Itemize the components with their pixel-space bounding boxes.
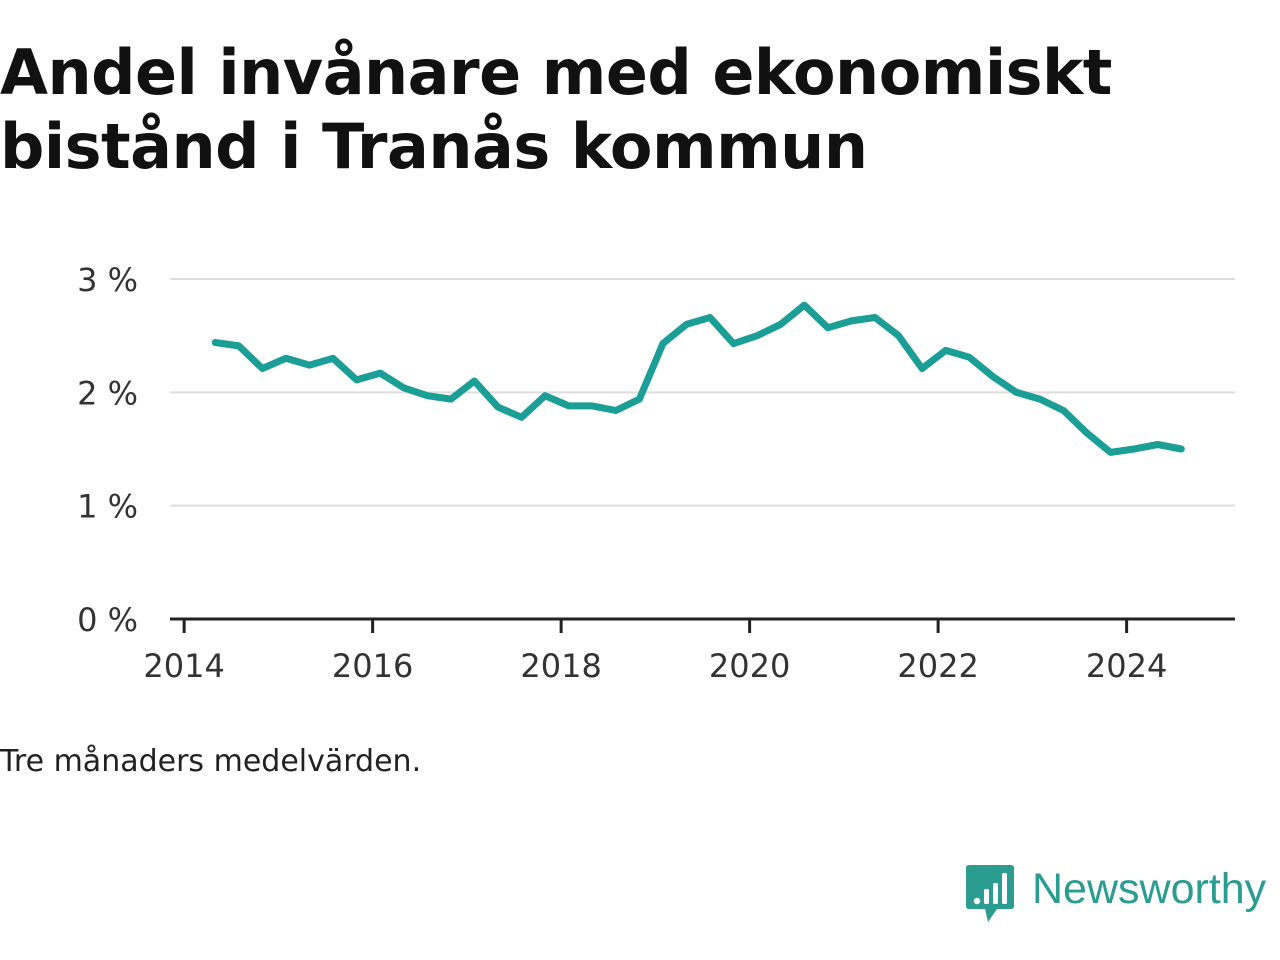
x-tick-label: 2016: [332, 647, 413, 685]
y-tick-label: 0 %: [77, 601, 138, 639]
grid-lines: [170, 278, 1235, 507]
newsworthy-logo[interactable]: Newsworthy: [964, 862, 1276, 926]
brand-name: Newsworthy: [1032, 865, 1267, 913]
y-tick-label: 2 %: [77, 374, 138, 412]
x-tick-label: 2020: [709, 647, 790, 685]
chart-note: Tre månaders medelvärden.: [0, 744, 422, 779]
x-tick-label: 2024: [1086, 647, 1167, 685]
chart-title: Andel invånare med ekonomiskt bistånd i …: [0, 36, 1112, 183]
y-axis-tick-labels: 0 % 1 % 2 % 3 %: [77, 261, 138, 639]
series-layer: [211, 301, 1185, 456]
x-axis: 2014 2016 2018 2020 2022 2024: [143, 617, 1235, 685]
y-tick-label: 3 %: [77, 261, 138, 299]
line-chart: 0 % 1 % 2 % 3 % 2014 2016 2018 2020 2022 2024: [77, 261, 1235, 685]
y-tick-label: 1 %: [77, 488, 138, 526]
bar-chart-speech-bubble-icon: [966, 865, 1014, 922]
x-tick-label: 2022: [897, 647, 978, 685]
x-tick-label: 2014: [143, 647, 224, 685]
x-tick-label: 2018: [520, 647, 601, 685]
series-line: [211, 301, 1185, 456]
